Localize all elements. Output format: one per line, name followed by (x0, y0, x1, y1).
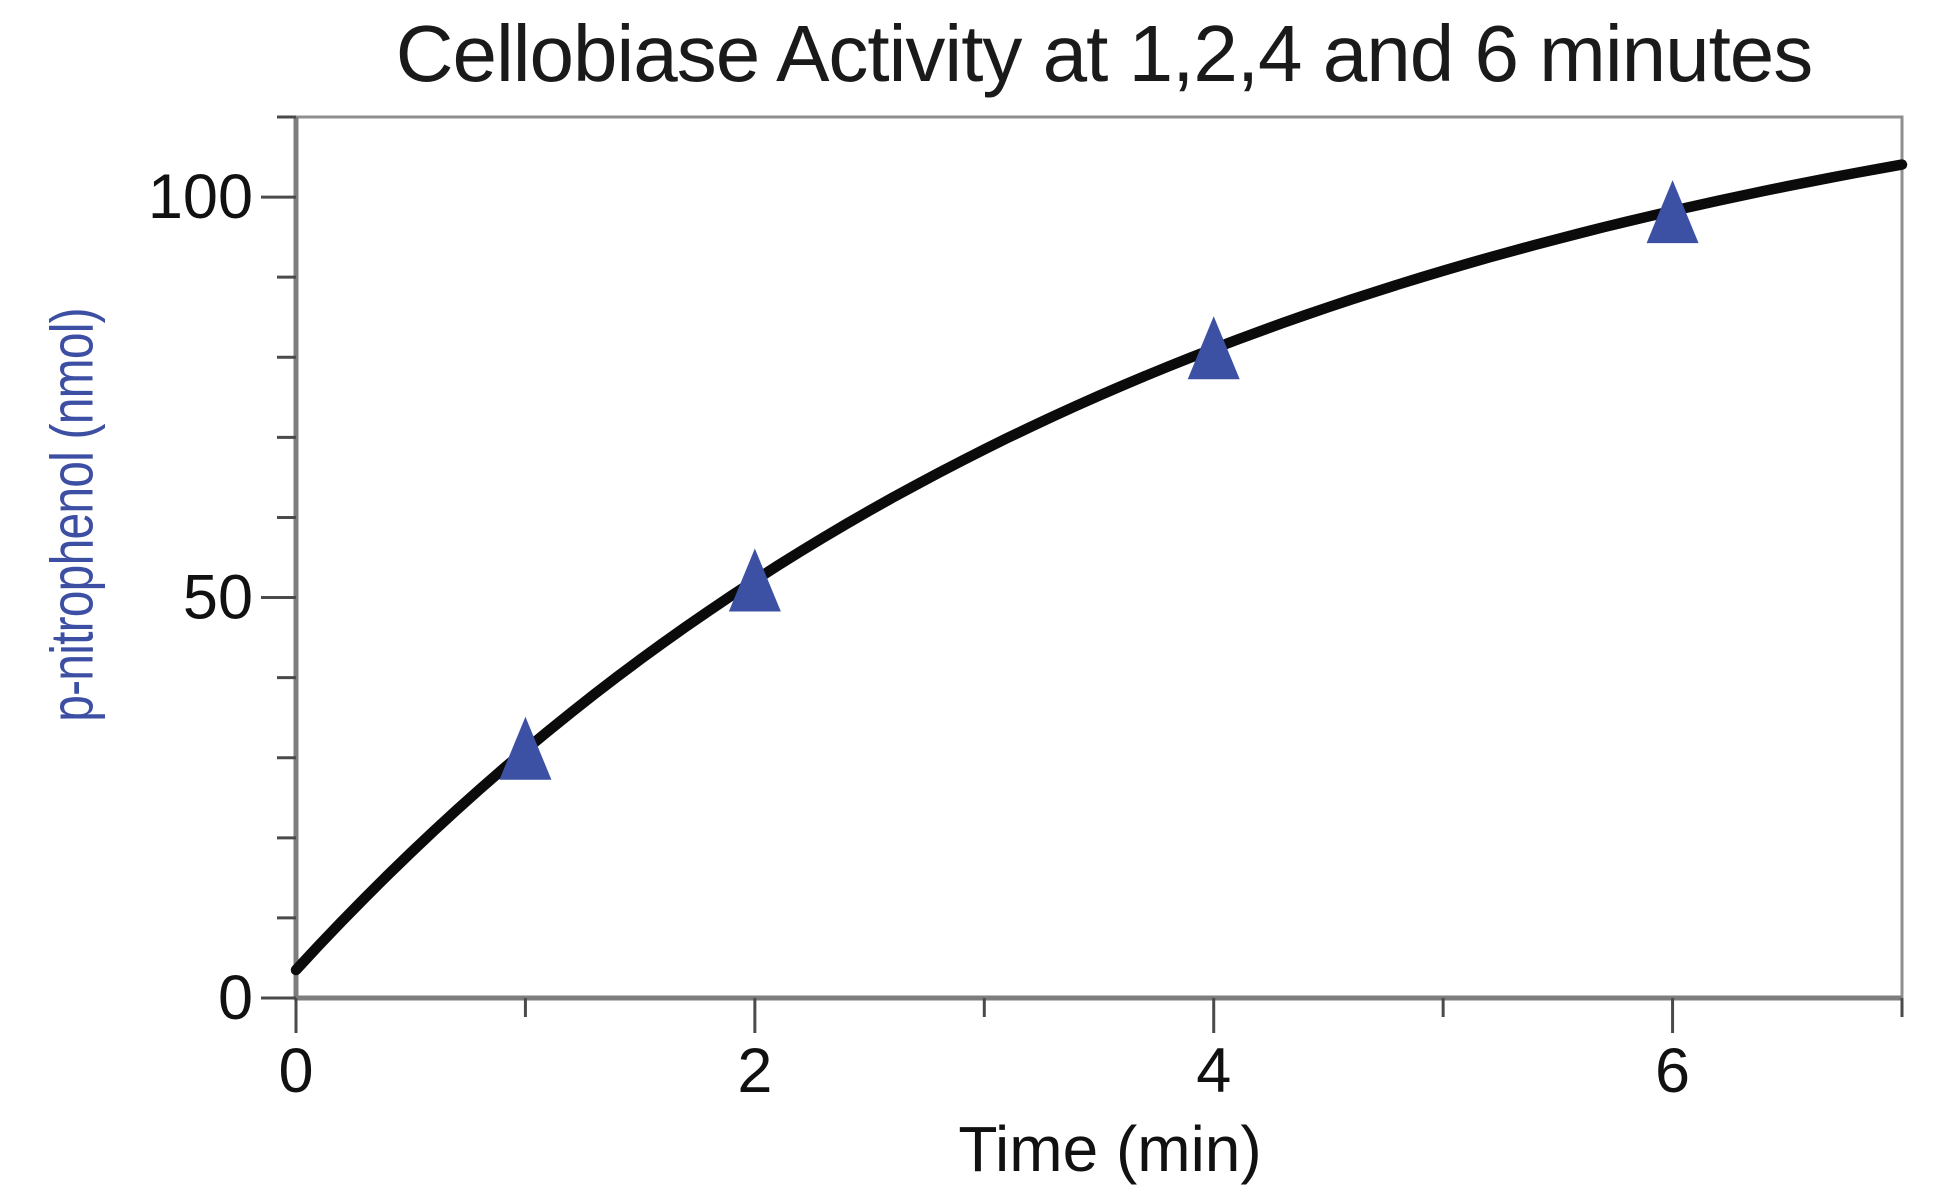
fit-curve (290, 159, 1908, 976)
y-tick-label: 50 (183, 563, 253, 633)
x-axis-title: Time (min) (958, 1113, 1262, 1185)
y-tick-label: 0 (218, 963, 253, 1033)
y-axis-title: p-nitrophenol (nmol) (38, 308, 106, 722)
x-tick-label: 4 (1196, 1036, 1231, 1106)
plot-frame (296, 115, 1904, 998)
y-tick-label: 100 (148, 162, 253, 232)
data-point-triangle (499, 716, 552, 780)
x-tick-label: 0 (278, 1036, 313, 1106)
chart-title: Cellobiase Activity at 1,2,4 and 6 minut… (395, 9, 1814, 98)
data-point-triangle (1187, 316, 1240, 380)
x-tick-label: 2 (737, 1036, 772, 1106)
data-point-triangle (1646, 180, 1699, 244)
data-point-triangle (728, 548, 781, 612)
x-tick-label: 6 (1655, 1036, 1690, 1106)
